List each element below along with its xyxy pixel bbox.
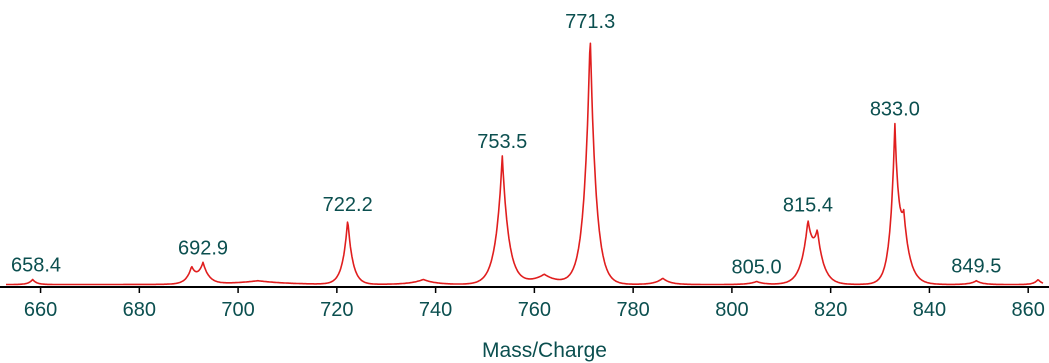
spectrum-line — [5, 42, 1044, 286]
plot-area — [5, 42, 1044, 286]
x-tick-label: 800 — [715, 299, 748, 321]
x-tick-label: 780 — [616, 299, 649, 321]
x-tick-label: 820 — [814, 299, 847, 321]
peak-labels: 658.4 692.9 722.2 753.5 771.3 805.0 815.4 833.0… — [11, 11, 1001, 278]
peak-label: 771.3 — [565, 11, 615, 33]
x-tick-label: 860 — [1011, 299, 1044, 321]
peak-label: 753.5 — [477, 131, 527, 153]
x-tick-label: 740 — [419, 299, 452, 321]
x-tick-label: 660 — [24, 299, 57, 321]
peak-label: 805.0 — [732, 256, 782, 278]
peak-label: 722.2 — [323, 194, 373, 216]
x-tick-label: 720 — [320, 299, 353, 321]
x-axis-title: Mass/Charge — [482, 339, 607, 362]
peak-label: 849.5 — [951, 256, 1001, 278]
peak-label: 658.4 — [11, 254, 61, 276]
x-tick-label: 760 — [518, 299, 551, 321]
x-tick-label: 840 — [913, 299, 946, 321]
peak-label: 815.4 — [783, 194, 833, 216]
peak-label: 692.9 — [178, 237, 228, 259]
peak-label: 833.0 — [870, 99, 920, 121]
x-tick-label: 680 — [123, 299, 156, 321]
x-tick-label: 700 — [221, 299, 254, 321]
x-axis-ticks: 660 680 700 720 740 760 780 800 820 840 860 — [24, 287, 1045, 321]
